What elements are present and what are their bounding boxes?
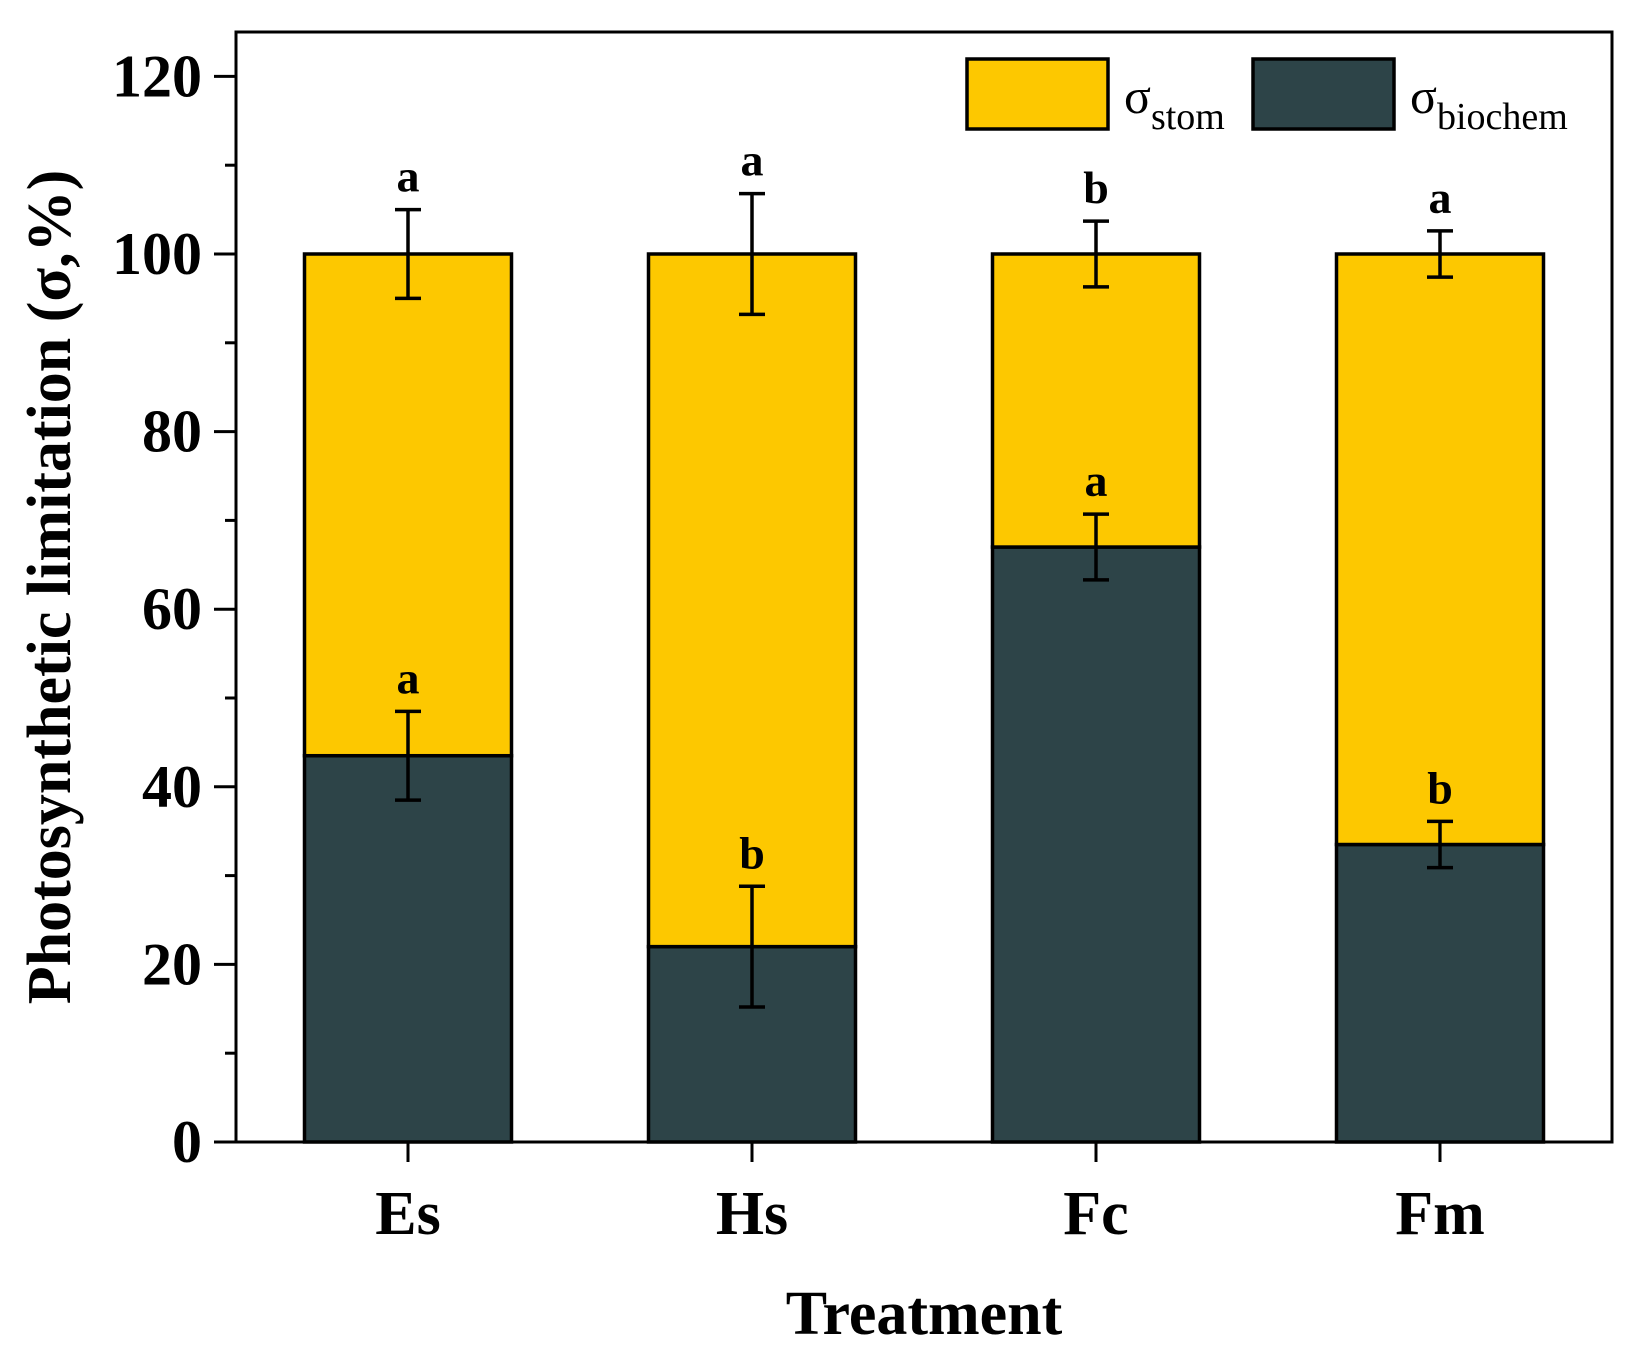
y-tick-label: 100	[112, 221, 202, 287]
significance-letter-biochem-Hs: b	[739, 827, 765, 878]
significance-letter-stom-Fc: b	[1083, 162, 1109, 213]
legend-item-biochem: σbiochem	[1251, 57, 1568, 138]
significance-letter-stom-Fm: a	[1429, 172, 1452, 223]
y-axis: 0 20 40 60 80 100 120	[112, 43, 236, 1175]
legend: σstom σbiochem	[965, 57, 1568, 138]
error-bar-stom-Fc	[1083, 219, 1109, 289]
error-bar-stom-Hs	[739, 191, 765, 317]
significance-letter-stom-Es: a	[397, 151, 420, 202]
bar-biochem-Fm	[1334, 842, 1546, 1144]
error-bar-biochem-Es	[395, 709, 421, 802]
error-bar-biochem-Fc	[1083, 512, 1109, 582]
significance-letter-biochem-Es: a	[397, 652, 420, 703]
error-bars-layer	[395, 191, 1453, 1009]
x-axis: Es Hs Fc Fm	[375, 1142, 1485, 1248]
bar-stom-Es	[302, 252, 514, 758]
significance-letter-stom-Hs: a	[741, 135, 764, 186]
bar-stom-Fc	[990, 252, 1202, 549]
error-bar-biochem-Hs	[739, 884, 765, 1009]
significance-letter-biochem-Fc: a	[1085, 455, 1108, 506]
significance-letter-biochem-Fm: b	[1427, 762, 1453, 813]
legend-label-biochem: σbiochem	[1410, 68, 1568, 138]
y-tick-label: 20	[142, 931, 202, 997]
bar-biochem-Fc	[990, 545, 1202, 1144]
plot-frame	[234, 30, 1614, 1144]
y-tick-label: 80	[142, 399, 202, 465]
error-bar-stom-Fm	[1427, 229, 1453, 279]
error-bar-biochem-Fm	[1427, 819, 1453, 870]
bar-biochem-Es	[302, 753, 514, 1144]
error-bar-stom-Es	[395, 207, 421, 301]
y-tick-label: 0	[172, 1109, 202, 1175]
y-tick-label: 120	[112, 43, 202, 109]
x-tick-label-Fc: Fc	[1063, 1180, 1128, 1248]
legend-item-stom: σstom	[965, 57, 1225, 138]
x-axis-title: Treatment	[786, 1280, 1063, 1348]
y-tick-label: 40	[142, 754, 202, 820]
x-tick-label-Es: Es	[375, 1180, 440, 1248]
legend-swatch-biochem	[1251, 57, 1396, 131]
x-tick-label-Hs: Hs	[716, 1180, 788, 1248]
y-tick-label: 60	[142, 576, 202, 642]
significance-letters-layer: a a b a a b b a	[397, 135, 1453, 879]
bars-layer	[302, 252, 1546, 1144]
bar-stom-Fm	[1334, 252, 1546, 847]
legend-swatch-stom	[965, 57, 1110, 131]
x-tick-label-Fm: Fm	[1395, 1180, 1485, 1248]
y-axis-title: Photosynthetic limitation (σ,%)	[16, 170, 84, 1005]
legend-label-stom: σstom	[1124, 68, 1225, 138]
